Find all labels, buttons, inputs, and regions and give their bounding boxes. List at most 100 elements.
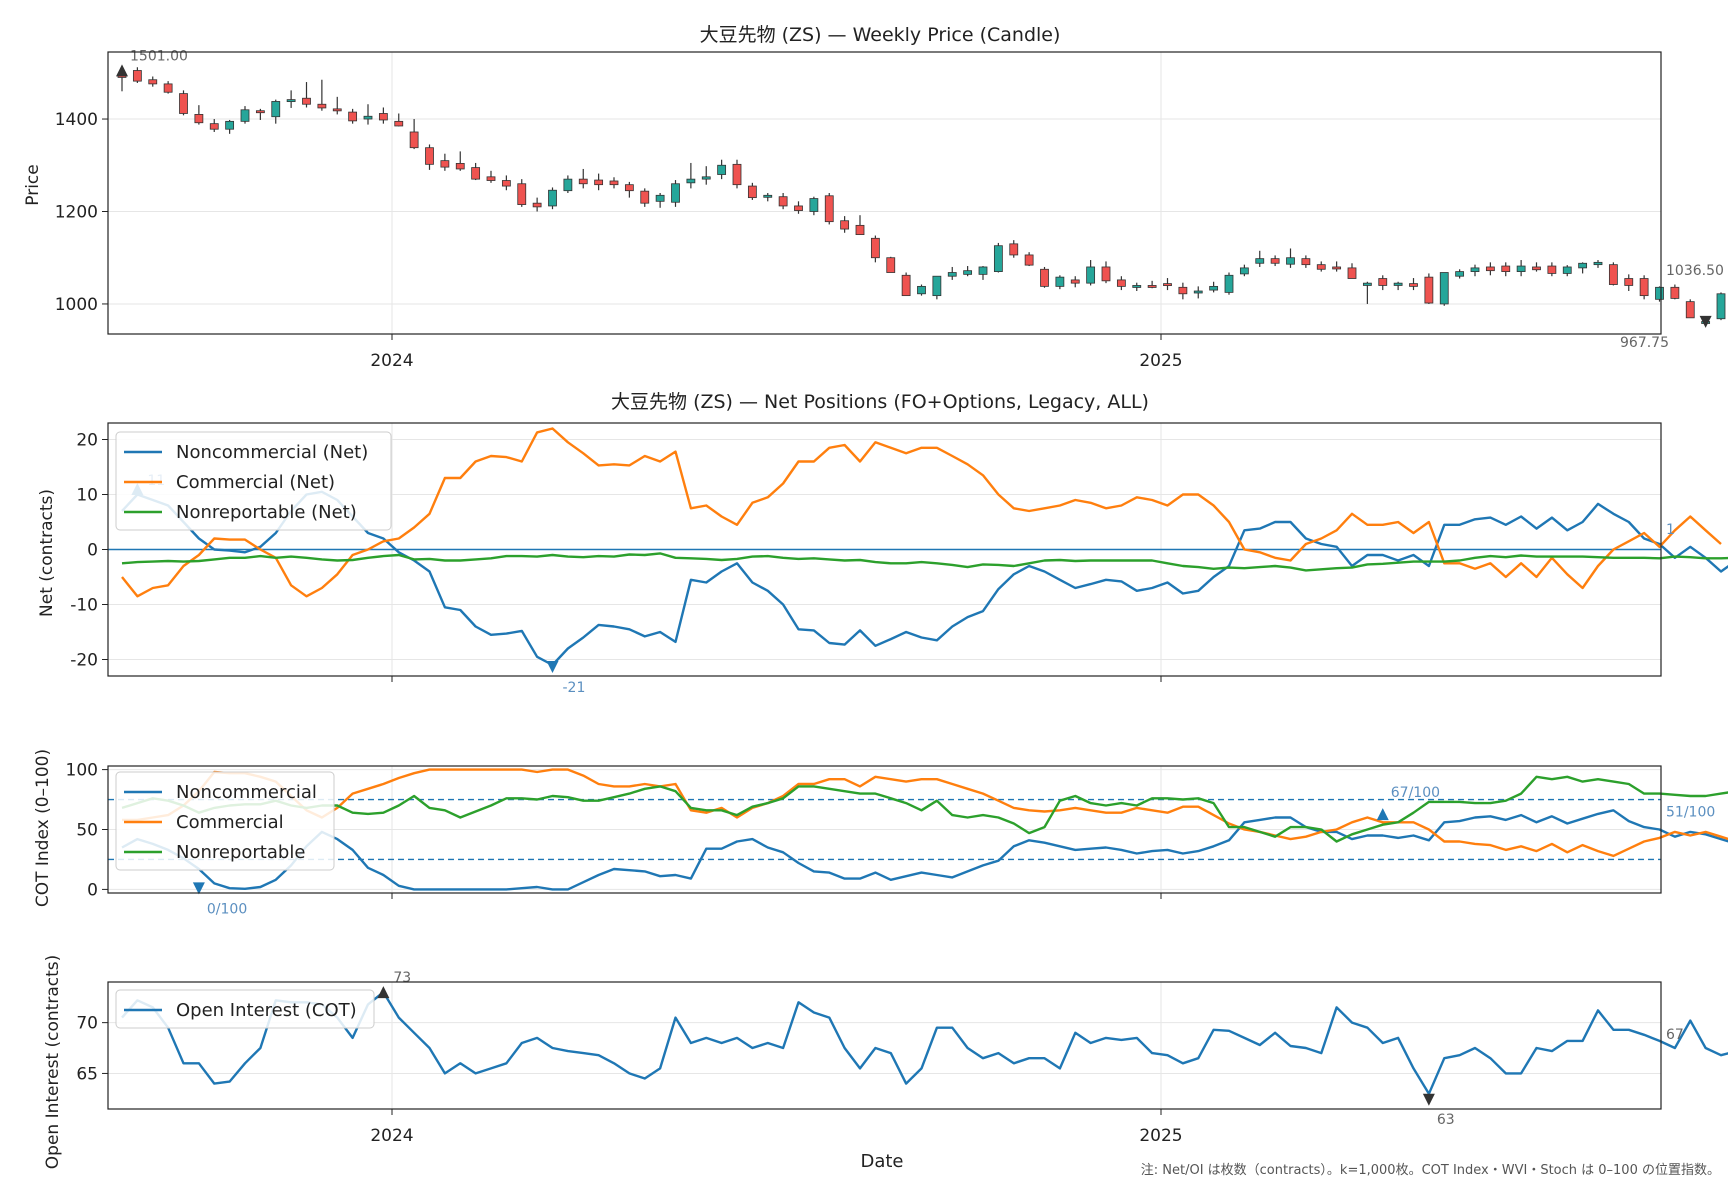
net-min-label: -21 — [563, 680, 586, 696]
candle-up — [809, 198, 819, 212]
candle-down — [901, 274, 911, 297]
candle-up — [1193, 290, 1203, 294]
price-chart-title: 大豆先物 (ZS) — Weekly Price (Candle) — [700, 24, 1061, 46]
cot-index-panel: 0 50 100 0/100 67/100 51/100 Noncommercial Comm… — [66, 761, 1728, 917]
net-axes-frame — [107, 422, 1662, 677]
candle-up — [763, 194, 773, 198]
net-ytick-label: -10 — [70, 596, 98, 616]
candle-up — [717, 164, 727, 175]
candle-down — [255, 110, 265, 114]
net-ytick-label: 20 — [76, 431, 98, 451]
oi-min-marker — [1422, 1093, 1435, 1106]
oi-xtick-2024: 2024 — [370, 1126, 413, 1146]
candle-up — [1239, 267, 1249, 275]
cot-legend — [115, 771, 335, 871]
net-chart-title: 大豆先物 (ZS) — Net Positions (FO+Options, L… — [611, 391, 1149, 413]
candle-up — [932, 275, 942, 297]
candle-up — [1716, 293, 1726, 320]
oi-legend-entry: Open Interest (COT) — [176, 1000, 357, 1021]
net-min-marker — [546, 661, 559, 673]
candle-down — [1024, 254, 1034, 266]
candle-down — [348, 111, 358, 122]
net-ytick-label: 10 — [76, 486, 98, 506]
oi-max-marker — [377, 986, 390, 999]
candle-down — [332, 108, 342, 112]
candle-down — [1639, 278, 1649, 297]
candle-up — [548, 189, 557, 207]
candle-down — [1409, 283, 1418, 287]
candle-up — [1593, 261, 1603, 266]
cot-ylabel: COT Index (0–100) — [33, 749, 53, 907]
price-ytick-label: 1200 — [55, 202, 98, 222]
candle-down — [1270, 258, 1280, 264]
candle-up — [563, 178, 573, 192]
net-legend-entry: Noncommercial (Net) — [176, 442, 368, 463]
candle-down — [1624, 278, 1634, 286]
net-ylabel: Net (contracts) — [37, 489, 57, 617]
candle-down — [471, 167, 481, 180]
cot-max-marker — [1376, 808, 1389, 821]
oi-legend — [115, 989, 375, 1029]
cot-series-commercial — [122, 768, 1728, 858]
cot-min-label: 0/100 — [207, 901, 247, 917]
candle-up — [271, 101, 281, 118]
cot-legend-entry: Nonreportable — [176, 842, 305, 863]
candle-up — [1132, 285, 1142, 288]
candle-down — [148, 79, 158, 85]
candle-down — [1178, 286, 1188, 295]
candle-up — [286, 99, 296, 103]
price-panel: 1000 1200 1400 1501.00 1036.50 967.75 — [55, 48, 1726, 351]
candle-down — [794, 205, 803, 211]
candle-down — [778, 196, 788, 207]
candle-down — [1332, 266, 1342, 270]
candle-up — [1362, 282, 1372, 286]
candle-down — [1070, 279, 1080, 284]
net-legend-entry: Nonreportable (Net) — [176, 502, 357, 523]
candle-down — [1501, 265, 1511, 272]
candle-up — [917, 285, 926, 295]
net-series-commercial — [121, 427, 1722, 598]
candle-down — [1547, 265, 1557, 274]
candle-up — [1562, 266, 1572, 274]
candle-up — [1086, 266, 1096, 284]
candle-down — [1147, 285, 1157, 288]
cot-axes-frame — [107, 765, 1662, 894]
open-interest-panel: 65 70 73 63 67 Open Interest (COT) — [76, 970, 1728, 1128]
candle-up — [240, 109, 250, 122]
candle-down — [1009, 243, 1019, 256]
oi-ylabel: Open Interest (contracts) — [43, 955, 63, 1169]
candle-down — [1116, 279, 1126, 287]
cot-legend-entry: Commercial — [176, 812, 284, 833]
candle-up — [1286, 257, 1295, 265]
oi-min-label: 63 — [1437, 1112, 1455, 1128]
candle-down — [1670, 286, 1680, 299]
candle-down — [1485, 266, 1495, 272]
candle-down — [840, 220, 850, 230]
candle-down — [1347, 267, 1357, 279]
cot-max-label: 67/100 — [1391, 785, 1440, 801]
cot-ytick-label: 100 — [66, 761, 98, 781]
oi-axes-frame — [107, 981, 1662, 1110]
price-axes-frame — [107, 51, 1662, 335]
price-min-label: 967.75 — [1620, 335, 1669, 351]
candle-down — [425, 147, 434, 165]
candle-down — [732, 163, 742, 186]
price-last-label: 1036.50 — [1666, 263, 1724, 279]
candle-up — [225, 120, 235, 130]
candle-up — [655, 194, 665, 202]
candle-down — [132, 70, 142, 82]
candle-up — [671, 183, 680, 203]
candle-down — [640, 190, 650, 204]
candle-down — [1316, 264, 1326, 270]
net-last-label: 1 — [1666, 522, 1675, 538]
price-ylabel: Price — [23, 164, 43, 205]
cot-ytick-label: 50 — [76, 821, 98, 841]
candle-up — [963, 270, 973, 275]
price-ytick-label: 1400 — [55, 110, 98, 130]
oi-ytick-label: 70 — [76, 1014, 98, 1034]
candle-up — [993, 245, 1003, 272]
candle-down — [1163, 283, 1172, 287]
net-legend-entry: Commercial (Net) — [176, 472, 335, 493]
